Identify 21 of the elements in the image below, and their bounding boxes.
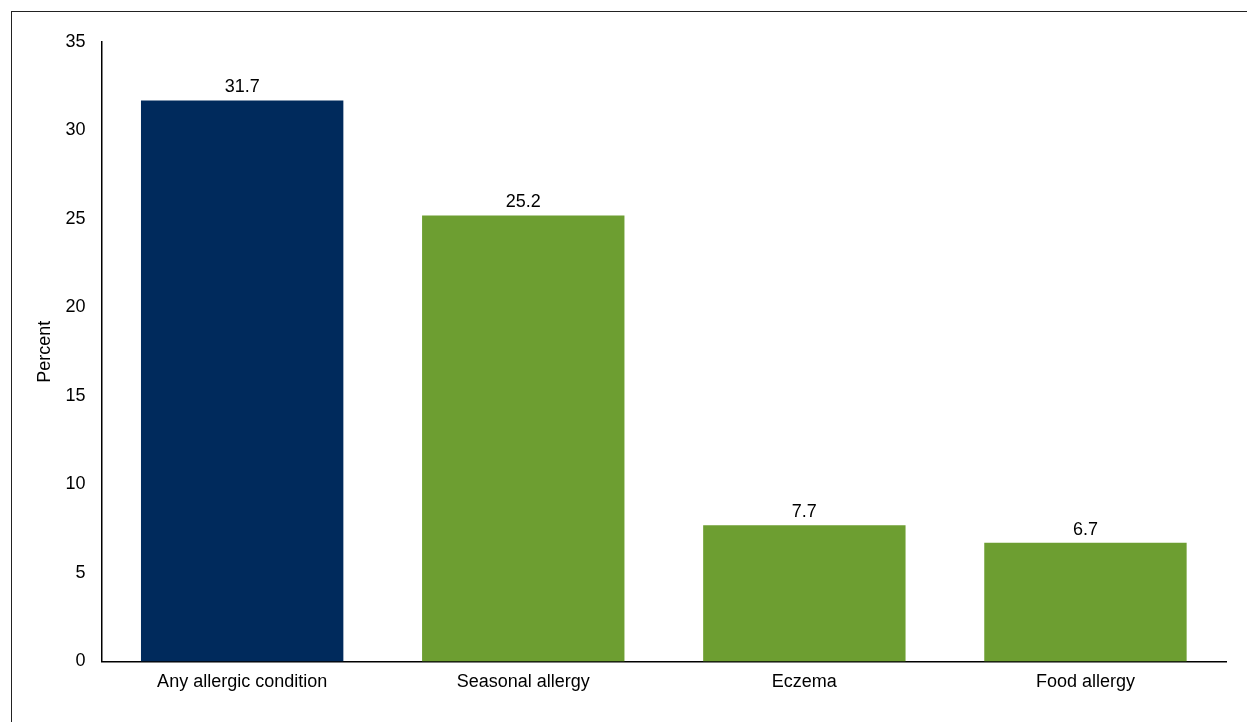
bar xyxy=(140,100,344,662)
data-label: 31.7 xyxy=(224,76,260,97)
y-tick-label: 25 xyxy=(65,207,86,228)
data-label: 7.7 xyxy=(791,501,817,522)
x-tick-label: Food allergy xyxy=(1035,671,1135,692)
x-tick-label: Seasonal allergy xyxy=(456,671,590,692)
y-tick-label: 0 xyxy=(75,650,86,671)
data-label: 6.7 xyxy=(1072,518,1098,539)
bar xyxy=(984,542,1187,662)
x-tick-label: Eczema xyxy=(771,671,838,692)
y-tick-label: 30 xyxy=(65,119,86,140)
y-tick-label: 10 xyxy=(65,473,86,494)
y-tick-label: 15 xyxy=(65,384,86,405)
x-tick-label: Any allergic condition xyxy=(157,671,328,692)
y-tick-label: 20 xyxy=(65,296,86,317)
y-tick-label: 35 xyxy=(65,30,86,51)
y-axis-title: Percent xyxy=(33,320,54,383)
y-tick-label: 5 xyxy=(75,561,86,582)
bar xyxy=(703,525,906,662)
bar xyxy=(422,215,625,662)
data-label: 25.2 xyxy=(505,191,541,212)
